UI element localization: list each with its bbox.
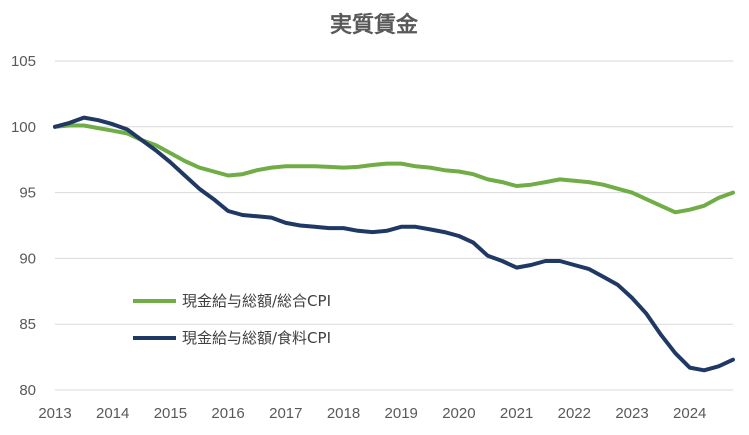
series-line-1 — [53, 123, 735, 215]
x-tick-label: 2021 — [500, 405, 533, 422]
y-tick-label: 105 — [11, 53, 36, 70]
y-axis-tick-labels: 80 85 90 95 100 105 — [11, 53, 36, 399]
y-tick-label: 80 — [19, 382, 36, 399]
legend-label-series-1: 現金給与総額/総合CPI — [182, 292, 331, 310]
series-line-2 — [53, 115, 735, 373]
x-tick-label: 2013 — [38, 405, 71, 422]
y-tick-label: 100 — [11, 119, 36, 136]
x-tick-label: 2015 — [154, 405, 187, 422]
x-tick-label: 2018 — [327, 405, 360, 422]
legend-label-series-2: 現金給与総額/食料CPI — [182, 329, 331, 347]
y-tick-label: 85 — [19, 316, 36, 333]
x-tick-label: 2014 — [96, 405, 129, 422]
x-axis-tick-labels: 2013 2014 2015 2016 2017 2018 2019 2020 2021 2022… — [38, 405, 706, 422]
y-tick-label: 95 — [19, 185, 36, 202]
chart-title: 実質賃金 — [330, 12, 419, 38]
legend: 現金給与総額/総合CPI 現金給与総額/食料CPI — [133, 292, 331, 347]
x-tick-label: 2017 — [269, 405, 302, 422]
x-tick-label: 2022 — [558, 405, 591, 422]
x-tick-label: 2024 — [673, 405, 706, 422]
x-tick-label: 2023 — [615, 405, 648, 422]
x-tick-label: 2020 — [442, 405, 475, 422]
gridlines — [55, 60, 733, 391]
x-tick-label: 2016 — [211, 405, 244, 422]
series-lines — [53, 115, 735, 373]
y-tick-label: 90 — [19, 250, 36, 267]
x-tick-label: 2019 — [385, 405, 418, 422]
